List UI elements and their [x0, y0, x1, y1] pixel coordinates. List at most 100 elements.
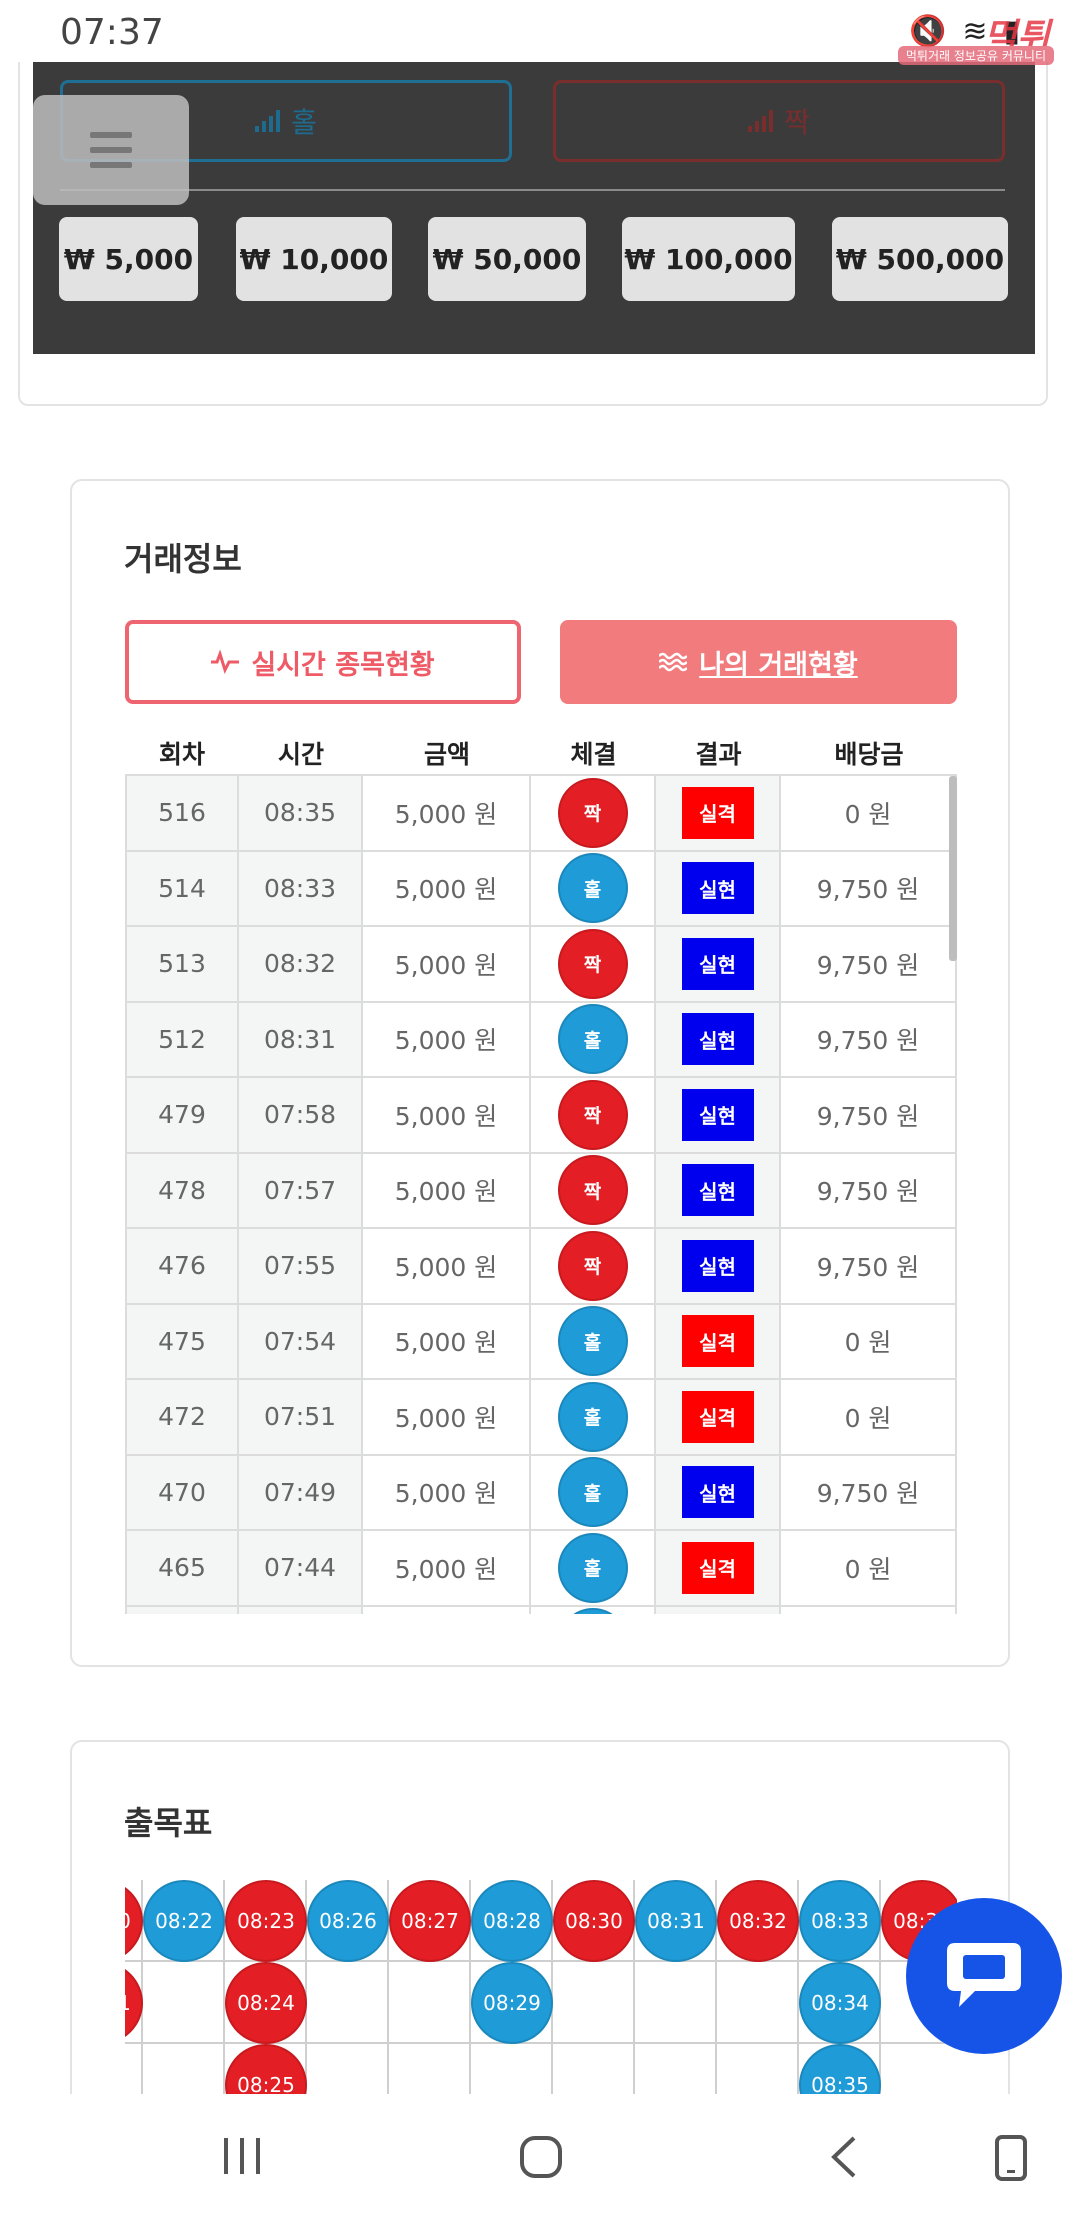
- grid-cell: [143, 1962, 225, 2044]
- cell-amount: 5,000 원: [363, 851, 531, 925]
- wave-icon: [659, 652, 688, 672]
- cell-result: [656, 1606, 781, 1614]
- mute-icon: 🔇: [908, 14, 947, 49]
- even-ball: 08:23: [225, 1880, 307, 1962]
- table-row: 476 07:55 5,000 원 짝 실현 9,750 원: [125, 1229, 957, 1305]
- table-row: 513 08:32 5,000 원 짝 실현 9,750 원: [125, 927, 957, 1003]
- table-row: 470 07:49 5,000 원 홀 실현 9,750 원: [125, 1455, 957, 1531]
- cell-pick: 홀: [531, 1455, 656, 1529]
- cell-payout: 0 원: [781, 1531, 957, 1605]
- system-nav-bar: [0, 2094, 1080, 2220]
- divider: [60, 189, 1005, 191]
- cell-pick: 짝: [531, 776, 656, 850]
- col-pick: 체결: [570, 740, 617, 769]
- cell-result: 실격: [656, 1531, 781, 1605]
- watermark-subtitle: 먹튀거래 정보공유 커뮤니티: [897, 46, 1054, 65]
- cell-result: 실격: [656, 776, 781, 850]
- grid-cell: [389, 2044, 471, 2094]
- grid-cell: [553, 1962, 635, 2044]
- amount-10000-button[interactable]: ₩ 10,000: [236, 217, 392, 301]
- cell-payout: 9,750 원: [781, 1002, 957, 1076]
- col-result: 결과: [695, 740, 742, 769]
- pick-ball: 짝: [557, 928, 628, 999]
- grid-cell: [635, 1962, 717, 2044]
- even-select-button[interactable]: 짝: [553, 80, 1005, 162]
- odd-ball: 08:29: [471, 1962, 553, 2044]
- pick-ball: 짝: [557, 1079, 628, 1150]
- signal-icon: [255, 110, 281, 132]
- cell-pick: 짝: [531, 927, 656, 1001]
- pick-ball: 홀: [557, 1004, 628, 1075]
- cell-pick: 홀: [531, 1304, 656, 1378]
- table-row: 홀: [125, 1606, 957, 1614]
- grid-cell: [799, 2044, 881, 2094]
- tab-mine-label: 나의 거래현황: [699, 649, 858, 681]
- cell-result: 실현: [656, 1455, 781, 1529]
- pick-ball: 짝: [557, 1230, 628, 1301]
- recent-apps-icon[interactable]: [220, 2134, 264, 2178]
- cell-result: 실격: [656, 1380, 781, 1454]
- cell-pick: 홀: [531, 1606, 656, 1614]
- even-ball: 08:32: [717, 1880, 799, 1962]
- table-row: 475 07:54 5,000 원 홀 실격 0 원: [125, 1304, 957, 1380]
- menu-icon[interactable]: [33, 95, 189, 205]
- pick-ball: 짝: [557, 1155, 628, 1226]
- result-badge: 실격: [681, 1315, 754, 1368]
- battery-icon: ▮: [1003, 14, 1020, 49]
- cell-time: 07:57: [239, 1153, 363, 1227]
- pulse-icon: [211, 650, 240, 674]
- cell-payout: 9,750 원: [781, 1153, 957, 1227]
- col-amount: 금액: [423, 740, 470, 769]
- cell-round: 465: [125, 1531, 239, 1605]
- grid-cell: [143, 2044, 225, 2094]
- tab-my-trades[interactable]: 나의 거래현황: [560, 620, 957, 704]
- grid-cell: [307, 2044, 389, 2094]
- cell-payout: 9,750 원: [781, 851, 957, 925]
- cell-round: 470: [125, 1455, 239, 1529]
- result-badge: 실현: [681, 862, 754, 915]
- grid-cell: [125, 2044, 143, 2094]
- even-ball: 08:27: [389, 1880, 471, 1962]
- cell-amount: 5,000 원: [363, 1002, 531, 1076]
- cell-amount: 5,000 원: [363, 1304, 531, 1378]
- cell-time: 08:35: [239, 776, 363, 850]
- cell-round: 513: [125, 927, 239, 1001]
- trade-table[interactable]: 516 08:35 5,000 원 짝 실격 0 원 514 08:33 5,000 원 홀 실현 9…: [125, 774, 957, 1614]
- cell-time: 07:55: [239, 1229, 363, 1303]
- grid-cell: [307, 1962, 389, 2044]
- home-icon[interactable]: [518, 2134, 564, 2180]
- odd-ball: 08:33: [799, 1880, 881, 1962]
- cell-round: [125, 1606, 239, 1614]
- result-board-grid[interactable]: 08:2008:2108:2208:2308:2408:2508:2608:27…: [125, 1880, 957, 2094]
- cell-pick: 홀: [531, 1380, 656, 1454]
- pick-ball: 홀: [557, 853, 628, 924]
- back-icon[interactable]: [826, 2134, 860, 2180]
- cell-result: 실현: [656, 851, 781, 925]
- cell-round: 478: [125, 1153, 239, 1227]
- table-row: 465 07:44 5,000 원 홀 실격 0 원: [125, 1531, 957, 1607]
- cell-time: 07:44: [239, 1531, 363, 1605]
- table-row: 472 07:51 5,000 원 홀 실격 0 원: [125, 1380, 957, 1456]
- amount-100000-button[interactable]: ₩ 100,000: [622, 217, 795, 301]
- cell-result: 실현: [656, 1078, 781, 1152]
- cell-payout: 0 원: [781, 1380, 957, 1454]
- cell-payout: 0 원: [781, 776, 957, 850]
- pick-ball: 홀: [557, 1457, 628, 1528]
- amount-5000-button[interactable]: ₩ 5,000: [59, 217, 198, 301]
- cell-time: 07:49: [239, 1455, 363, 1529]
- grid-cell: [881, 2044, 957, 2094]
- cell-result: 실현: [656, 1229, 781, 1303]
- cell-result: 실현: [656, 1002, 781, 1076]
- result-badge: 실격: [681, 1541, 754, 1594]
- chat-button[interactable]: [906, 1898, 1062, 2054]
- tab-live-status[interactable]: 실시간 종목현황: [125, 620, 521, 704]
- amount-50000-button[interactable]: ₩ 50,000: [428, 217, 586, 301]
- rotate-icon[interactable]: [994, 2134, 1028, 2182]
- cell-round: 516: [125, 776, 239, 850]
- cell-payout: 9,750 원: [781, 1455, 957, 1529]
- table-scrollbar[interactable]: [949, 776, 957, 961]
- cell-result: 실현: [656, 927, 781, 1001]
- grid-cell: [553, 2044, 635, 2094]
- amount-500000-button[interactable]: ₩ 500,000: [832, 217, 1008, 301]
- cell-round: 476: [125, 1229, 239, 1303]
